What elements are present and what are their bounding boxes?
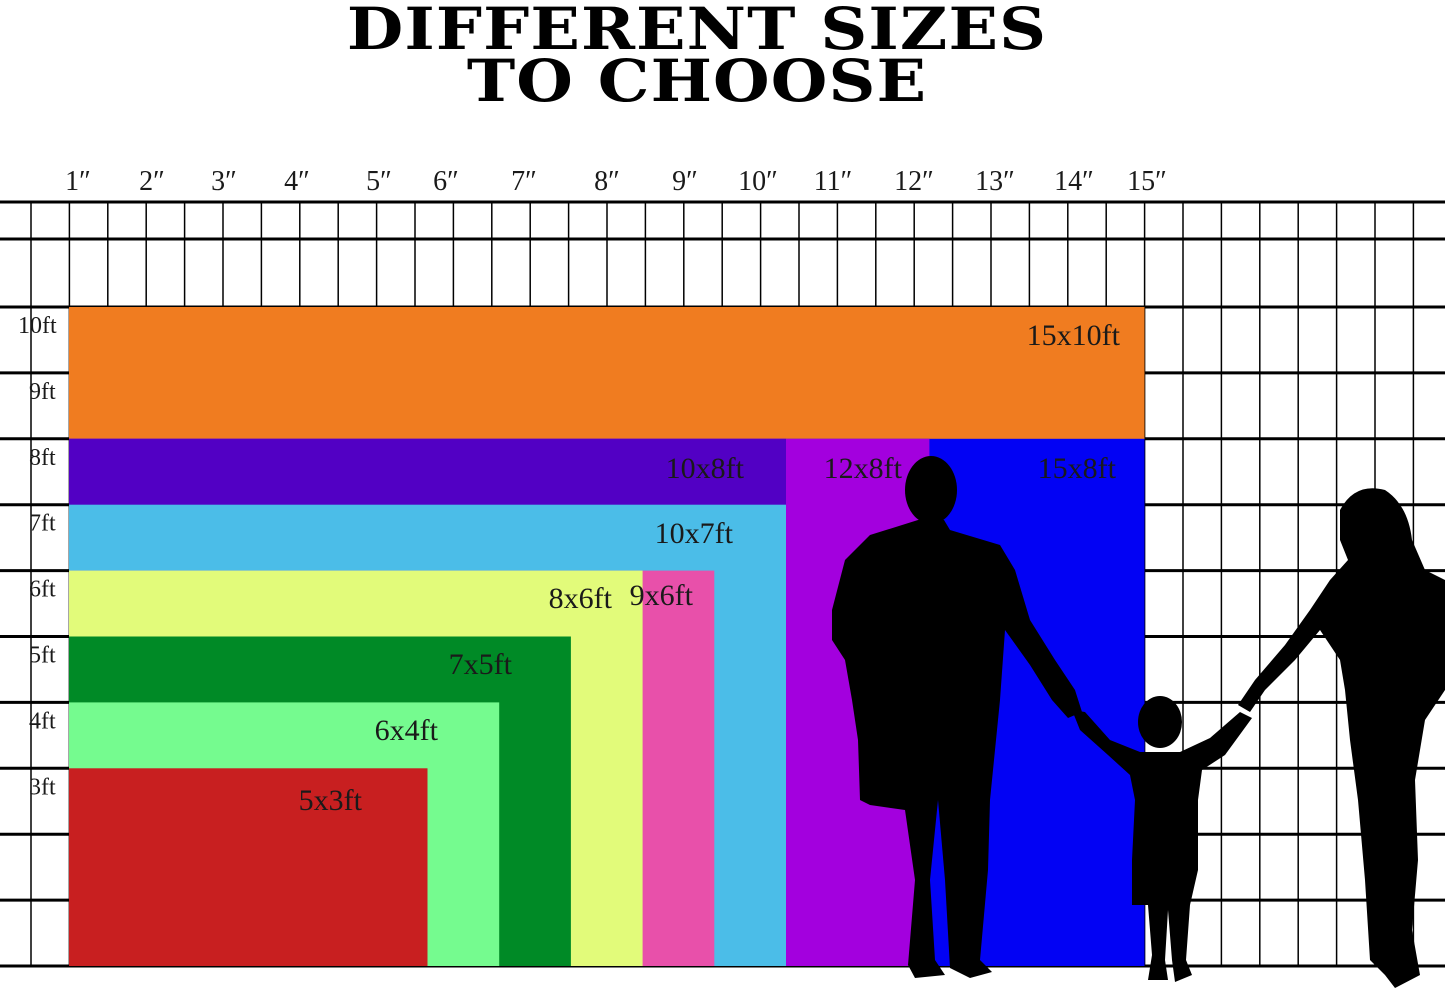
width-label: 10″ (738, 166, 778, 197)
size-label: 9x6ft (630, 579, 694, 612)
size-label: 15x10ft (1027, 319, 1121, 352)
width-label: 14″ (1054, 166, 1094, 197)
size-rect-5x3ft (69, 768, 428, 966)
height-label: 9ft (29, 379, 56, 405)
man-silhouette (832, 456, 1082, 978)
width-label: 1″ (65, 166, 91, 197)
height-label: 8ft (29, 445, 56, 471)
size-label: 10x7ft (655, 517, 734, 550)
width-label: 11″ (814, 166, 853, 197)
size-label: 6x4ft (375, 714, 439, 747)
width-label: 13″ (975, 166, 1015, 197)
width-label: 5″ (366, 166, 392, 197)
height-label: 5ft (29, 643, 56, 669)
title-line-1: DIFFERENT SIZES (346, 0, 1048, 63)
size-label: 5x3ft (299, 784, 363, 817)
size-label: 10x8ft (666, 452, 745, 485)
height-label: 6ft (29, 577, 56, 603)
height-label: 3ft (29, 774, 56, 800)
size-label: 8x6ft (549, 582, 613, 615)
title-line-2: TO CHOOSE (466, 47, 928, 115)
child-silhouette (1072, 696, 1252, 982)
height-label: 7ft (29, 511, 56, 537)
width-label: 4″ (284, 166, 310, 197)
width-label: 15″ (1127, 166, 1167, 197)
width-label: 8″ (594, 166, 620, 197)
height-label: 10ft (18, 313, 57, 339)
size-labels: 15x10ft 15x8ft 12x8ft 10x8ft 10x7ft 9x6ft 8x6f… (299, 319, 1121, 817)
size-label: 12x8ft (824, 452, 903, 485)
width-label: 7″ (511, 166, 537, 197)
width-label: 12″ (894, 166, 934, 197)
size-label: 7x5ft (449, 648, 513, 681)
height-label: 4ft (29, 708, 56, 734)
family-silhouette (832, 456, 1445, 988)
width-label: 3″ (211, 166, 237, 197)
width-label: 2″ (139, 166, 165, 197)
size-label: 15x8ft (1038, 452, 1117, 485)
width-label: 9″ (672, 166, 698, 197)
height-labels: 10ft 9ft 8ft 7ft 6ft 5ft 4ft 3ft (18, 313, 57, 800)
woman-silhouette (1238, 488, 1445, 988)
width-labels: 1″ 2″ 3″ 4″ 5″ 6″ 7″ 8″ 9″ 10″ 11″ 12″ 13″ 14″ 15″ (65, 166, 1167, 197)
width-label: 6″ (433, 166, 459, 197)
